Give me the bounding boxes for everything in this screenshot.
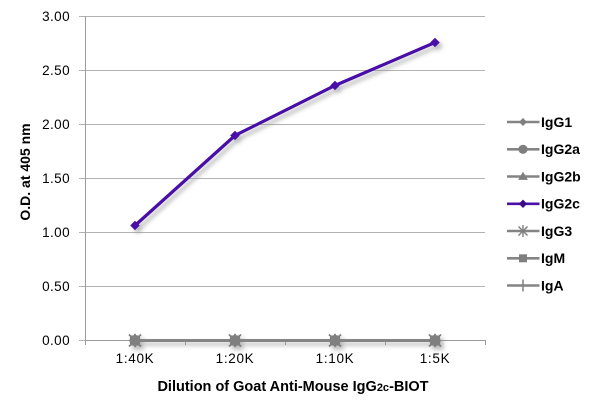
svg-text:IgG2b: IgG2b: [541, 168, 581, 184]
svg-text:Dilution of Goat Anti-Mouse Ig: Dilution of Goat Anti-Mouse IgG2c-BIOT: [157, 379, 428, 395]
svg-text:1.00: 1.00: [42, 225, 70, 240]
svg-text:2.50: 2.50: [42, 63, 70, 78]
svg-text:IgG1: IgG1: [541, 114, 572, 130]
svg-text:1.50: 1.50: [42, 171, 70, 186]
svg-text:3.00: 3.00: [42, 9, 70, 24]
svg-text:IgA: IgA: [541, 277, 564, 293]
svg-text:1:5K: 1:5K: [420, 351, 451, 366]
svg-text:IgG3: IgG3: [541, 223, 572, 239]
svg-text:IgM: IgM: [541, 250, 565, 266]
svg-text:IgG2a: IgG2a: [541, 141, 580, 157]
svg-text:2.00: 2.00: [42, 117, 70, 132]
svg-text:0.00: 0.00: [42, 333, 70, 348]
svg-text:1:10K: 1:10K: [316, 351, 355, 366]
svg-text:0.50: 0.50: [42, 279, 70, 294]
svg-text:O.D. at 405 nm: O.D. at 405 nm: [17, 123, 33, 220]
svg-text:IgG2c: IgG2c: [541, 196, 580, 212]
svg-text:1:40K: 1:40K: [116, 351, 155, 366]
svg-text:1:20K: 1:20K: [216, 351, 255, 366]
